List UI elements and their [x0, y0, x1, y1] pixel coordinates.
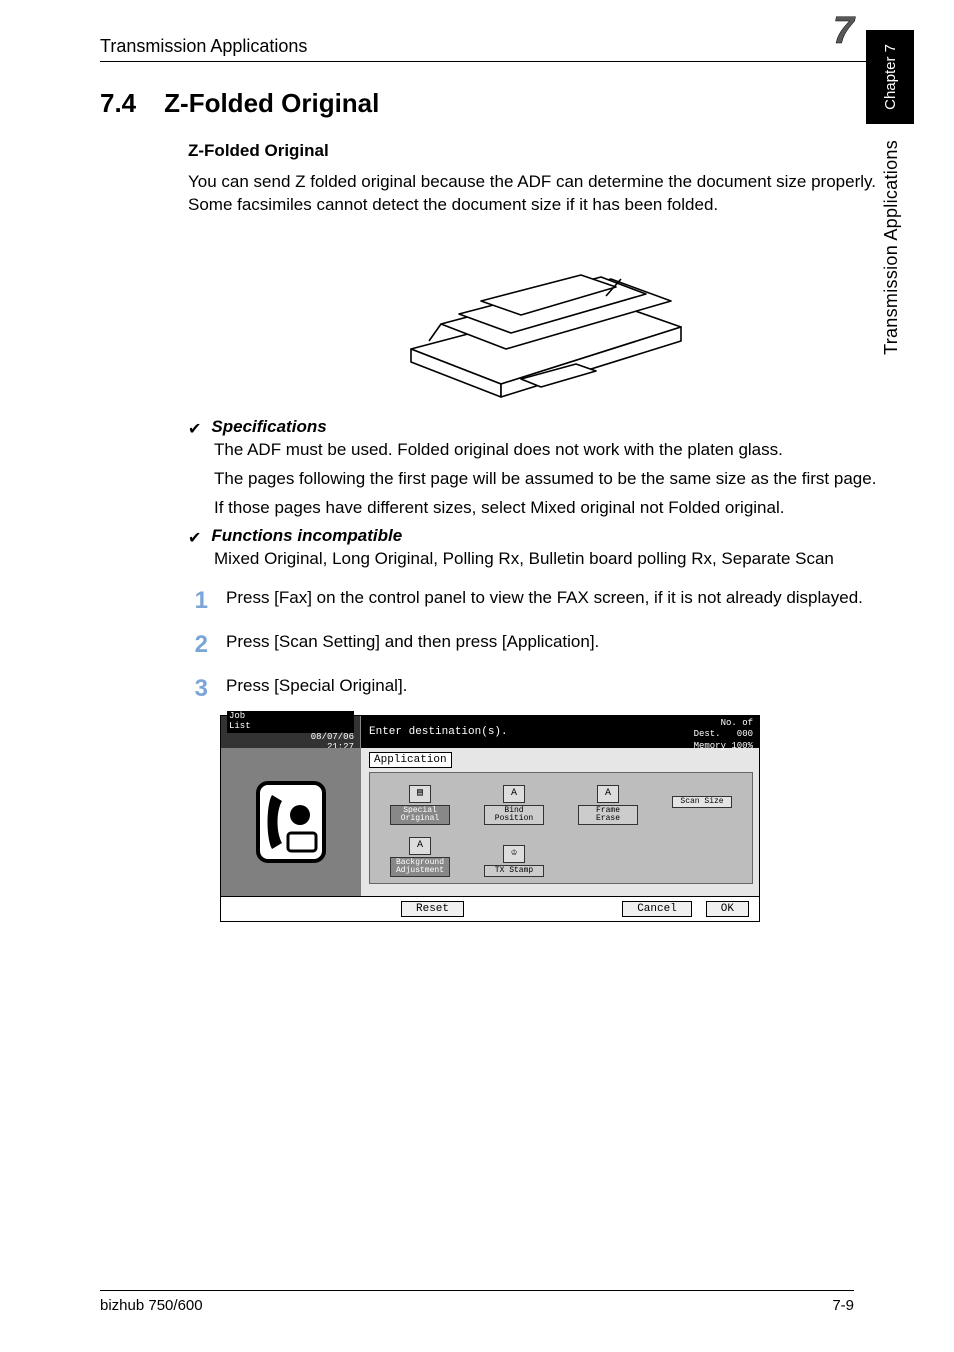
- application-panel: Application ▤ Special Original A Bind Po…: [361, 748, 759, 896]
- chapter-number-large: 7: [833, 10, 854, 53]
- step-text: Press [Fax] on the control panel to view…: [226, 587, 894, 610]
- bind-position-button[interactable]: A Bind Position: [472, 779, 556, 825]
- step-number: 2: [188, 631, 208, 659]
- prompt-text: Enter destination(s).: [361, 716, 688, 748]
- step-text: Press [Scan Setting] and then press [App…: [226, 631, 894, 654]
- bind-position-icon: A: [503, 785, 525, 803]
- btn-caption: Scan Size: [672, 796, 732, 808]
- ss-footer: Reset Cancel OK: [221, 896, 759, 921]
- adf-printer-illustration: [371, 229, 711, 399]
- ss-body: Application ▤ Special Original A Bind Po…: [221, 748, 759, 896]
- btn-caption: Bind Position: [484, 805, 544, 825]
- subheading: Z-Folded Original: [188, 141, 894, 161]
- application-button-grid: ▤ Special Original A Bind Position A Fra…: [369, 772, 753, 884]
- frame-erase-button[interactable]: A Frame Erase: [566, 779, 650, 825]
- frame-erase-icon: A: [597, 785, 619, 803]
- check-label: Specifications: [211, 417, 326, 439]
- btn-caption: Special Original: [390, 805, 450, 825]
- step-text: Press [Special Original].: [226, 675, 894, 698]
- checkmark-icon: ✔: [188, 417, 201, 439]
- step-number: 3: [188, 675, 208, 703]
- step-3: 3 Press [Special Original].: [188, 675, 894, 703]
- job-list-label: Job List: [227, 711, 354, 733]
- intro-paragraph: You can send Z folded original because t…: [188, 171, 894, 217]
- page-number: 7-9: [832, 1297, 854, 1314]
- special-original-icon: ▤: [409, 785, 431, 803]
- reset-button[interactable]: Reset: [401, 901, 464, 917]
- spec-line-1: The ADF must be used. Folded original do…: [214, 439, 894, 462]
- page-footer: bizhub 750/600 7-9: [100, 1290, 854, 1314]
- step-2: 2 Press [Scan Setting] and then press [A…: [188, 631, 894, 659]
- btn-caption: Background Adjustment: [390, 857, 450, 877]
- checkmark-icon: ✔: [188, 526, 201, 548]
- product-name: bizhub 750/600: [100, 1297, 203, 1314]
- section-number: 7.4: [100, 88, 136, 119]
- step-number: 1: [188, 587, 208, 615]
- chapter-tab-label: Chapter 7: [882, 44, 899, 110]
- spec-line-3: If those pages have different sizes, sel…: [214, 497, 894, 520]
- btn-caption: TX Stamp: [484, 865, 544, 877]
- status-block: No. of Dest. 000 Memory 100%: [688, 716, 759, 748]
- header-title: Transmission Applications: [100, 36, 307, 57]
- running-header: Transmission Applications: [100, 36, 894, 62]
- phone-icon: [252, 777, 330, 867]
- background-adjustment-icon: A: [409, 837, 431, 855]
- content-body: Z-Folded Original You can send Z folded …: [188, 141, 894, 922]
- tx-stamp-button[interactable]: ♔ TX Stamp: [472, 831, 556, 877]
- tx-stamp-icon: ♔: [503, 845, 525, 863]
- page: Transmission Applications 7 Chapter 7 Tr…: [0, 0, 954, 1352]
- scan-size-button[interactable]: Scan Size: [660, 779, 744, 825]
- ss-top-bar: Job List 08/07/06 21:27 Enter destinatio…: [221, 716, 759, 748]
- check-specifications: ✔ Specifications: [188, 417, 894, 439]
- special-original-button[interactable]: ▤ Special Original: [378, 779, 462, 825]
- section-heading: 7.4 Z-Folded Original: [100, 88, 894, 119]
- cancel-button[interactable]: Cancel: [622, 901, 692, 917]
- section-title: Z-Folded Original: [164, 88, 379, 119]
- application-label: Application: [369, 752, 452, 768]
- fax-application-screenshot: Job List 08/07/06 21:27 Enter destinatio…: [220, 715, 760, 922]
- dest-count: 000: [737, 729, 753, 739]
- btn-caption: Frame Erase: [578, 805, 638, 825]
- side-section-label: Transmission Applications: [881, 140, 902, 355]
- job-list-panel[interactable]: Job List 08/07/06 21:27: [221, 716, 361, 748]
- background-adjustment-button[interactable]: A Background Adjustment: [378, 831, 462, 877]
- step-1: 1 Press [Fax] on the control panel to vi…: [188, 587, 894, 615]
- ok-button[interactable]: OK: [706, 901, 749, 917]
- check-label: Functions incompatible: [211, 526, 402, 548]
- fax-mode-icon-panel: [221, 748, 361, 896]
- chapter-tab: Chapter 7: [866, 30, 914, 124]
- spec-line-2: The pages following the first page will …: [214, 468, 894, 491]
- incompat-line: Mixed Original, Long Original, Polling R…: [214, 548, 894, 571]
- check-functions-incompatible: ✔ Functions incompatible: [188, 526, 894, 548]
